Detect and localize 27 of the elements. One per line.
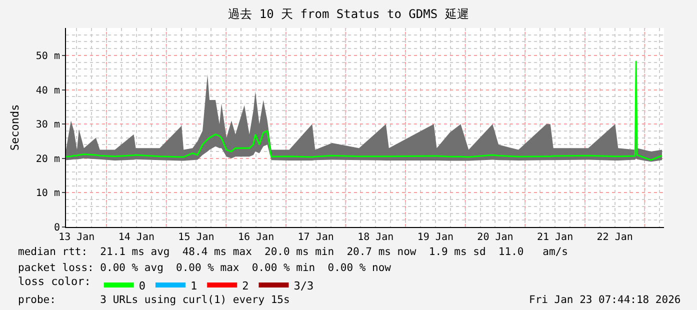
text: Fri Jan 23 07:44:18 2026 [529,294,681,306]
text: median rtt: 21.1 ms avg 48.4 ms max 20.0 ms min 20.7 ms now 1.9 ms sd 11.0 am/s [18,246,568,258]
legend-label: 1 [190,279,198,292]
legend-label: 3/3 [294,279,314,292]
y-tick-label: 30 m [36,120,60,131]
legend-label: 0 [138,279,146,292]
chart-title: 過去 10 天 from Status to GDMS 延遲 [228,7,469,22]
x-tick-label: 22 Jan [596,232,633,243]
y-tick-label: 10 m [36,188,60,200]
legend-title: loss color: [18,274,91,288]
x-tick-label: 20 Jan [477,232,514,243]
x-tick-label: 14 Jan [118,232,154,243]
x-tick-label: 16 Jan [238,232,274,243]
x-tick-label: 17 Jan [298,232,334,243]
x-tick-label: 19 Jan [417,232,454,243]
x-tick-label: 15 Jan [178,232,214,243]
text: probe: 3 URLs using curl(1) every 15s [18,294,290,306]
y-tick-label: 20 m [36,154,60,165]
y-tick-label: 0 [54,222,60,234]
legend-label: 2 [242,279,249,292]
x-tick-label: 21 Jan [536,232,574,243]
y-tick-label: 40 m [36,85,60,96]
text: packet loss: 0.00 % avg 0.00 % max 0.00 % min 0.00 % now [18,262,392,274]
x-tick-label: 18 Jan [358,232,394,243]
y-axis-title: Seconds [8,104,22,151]
y-tick-label: 50 m [36,50,60,62]
x-tick-label: 13 Jan [58,232,95,243]
